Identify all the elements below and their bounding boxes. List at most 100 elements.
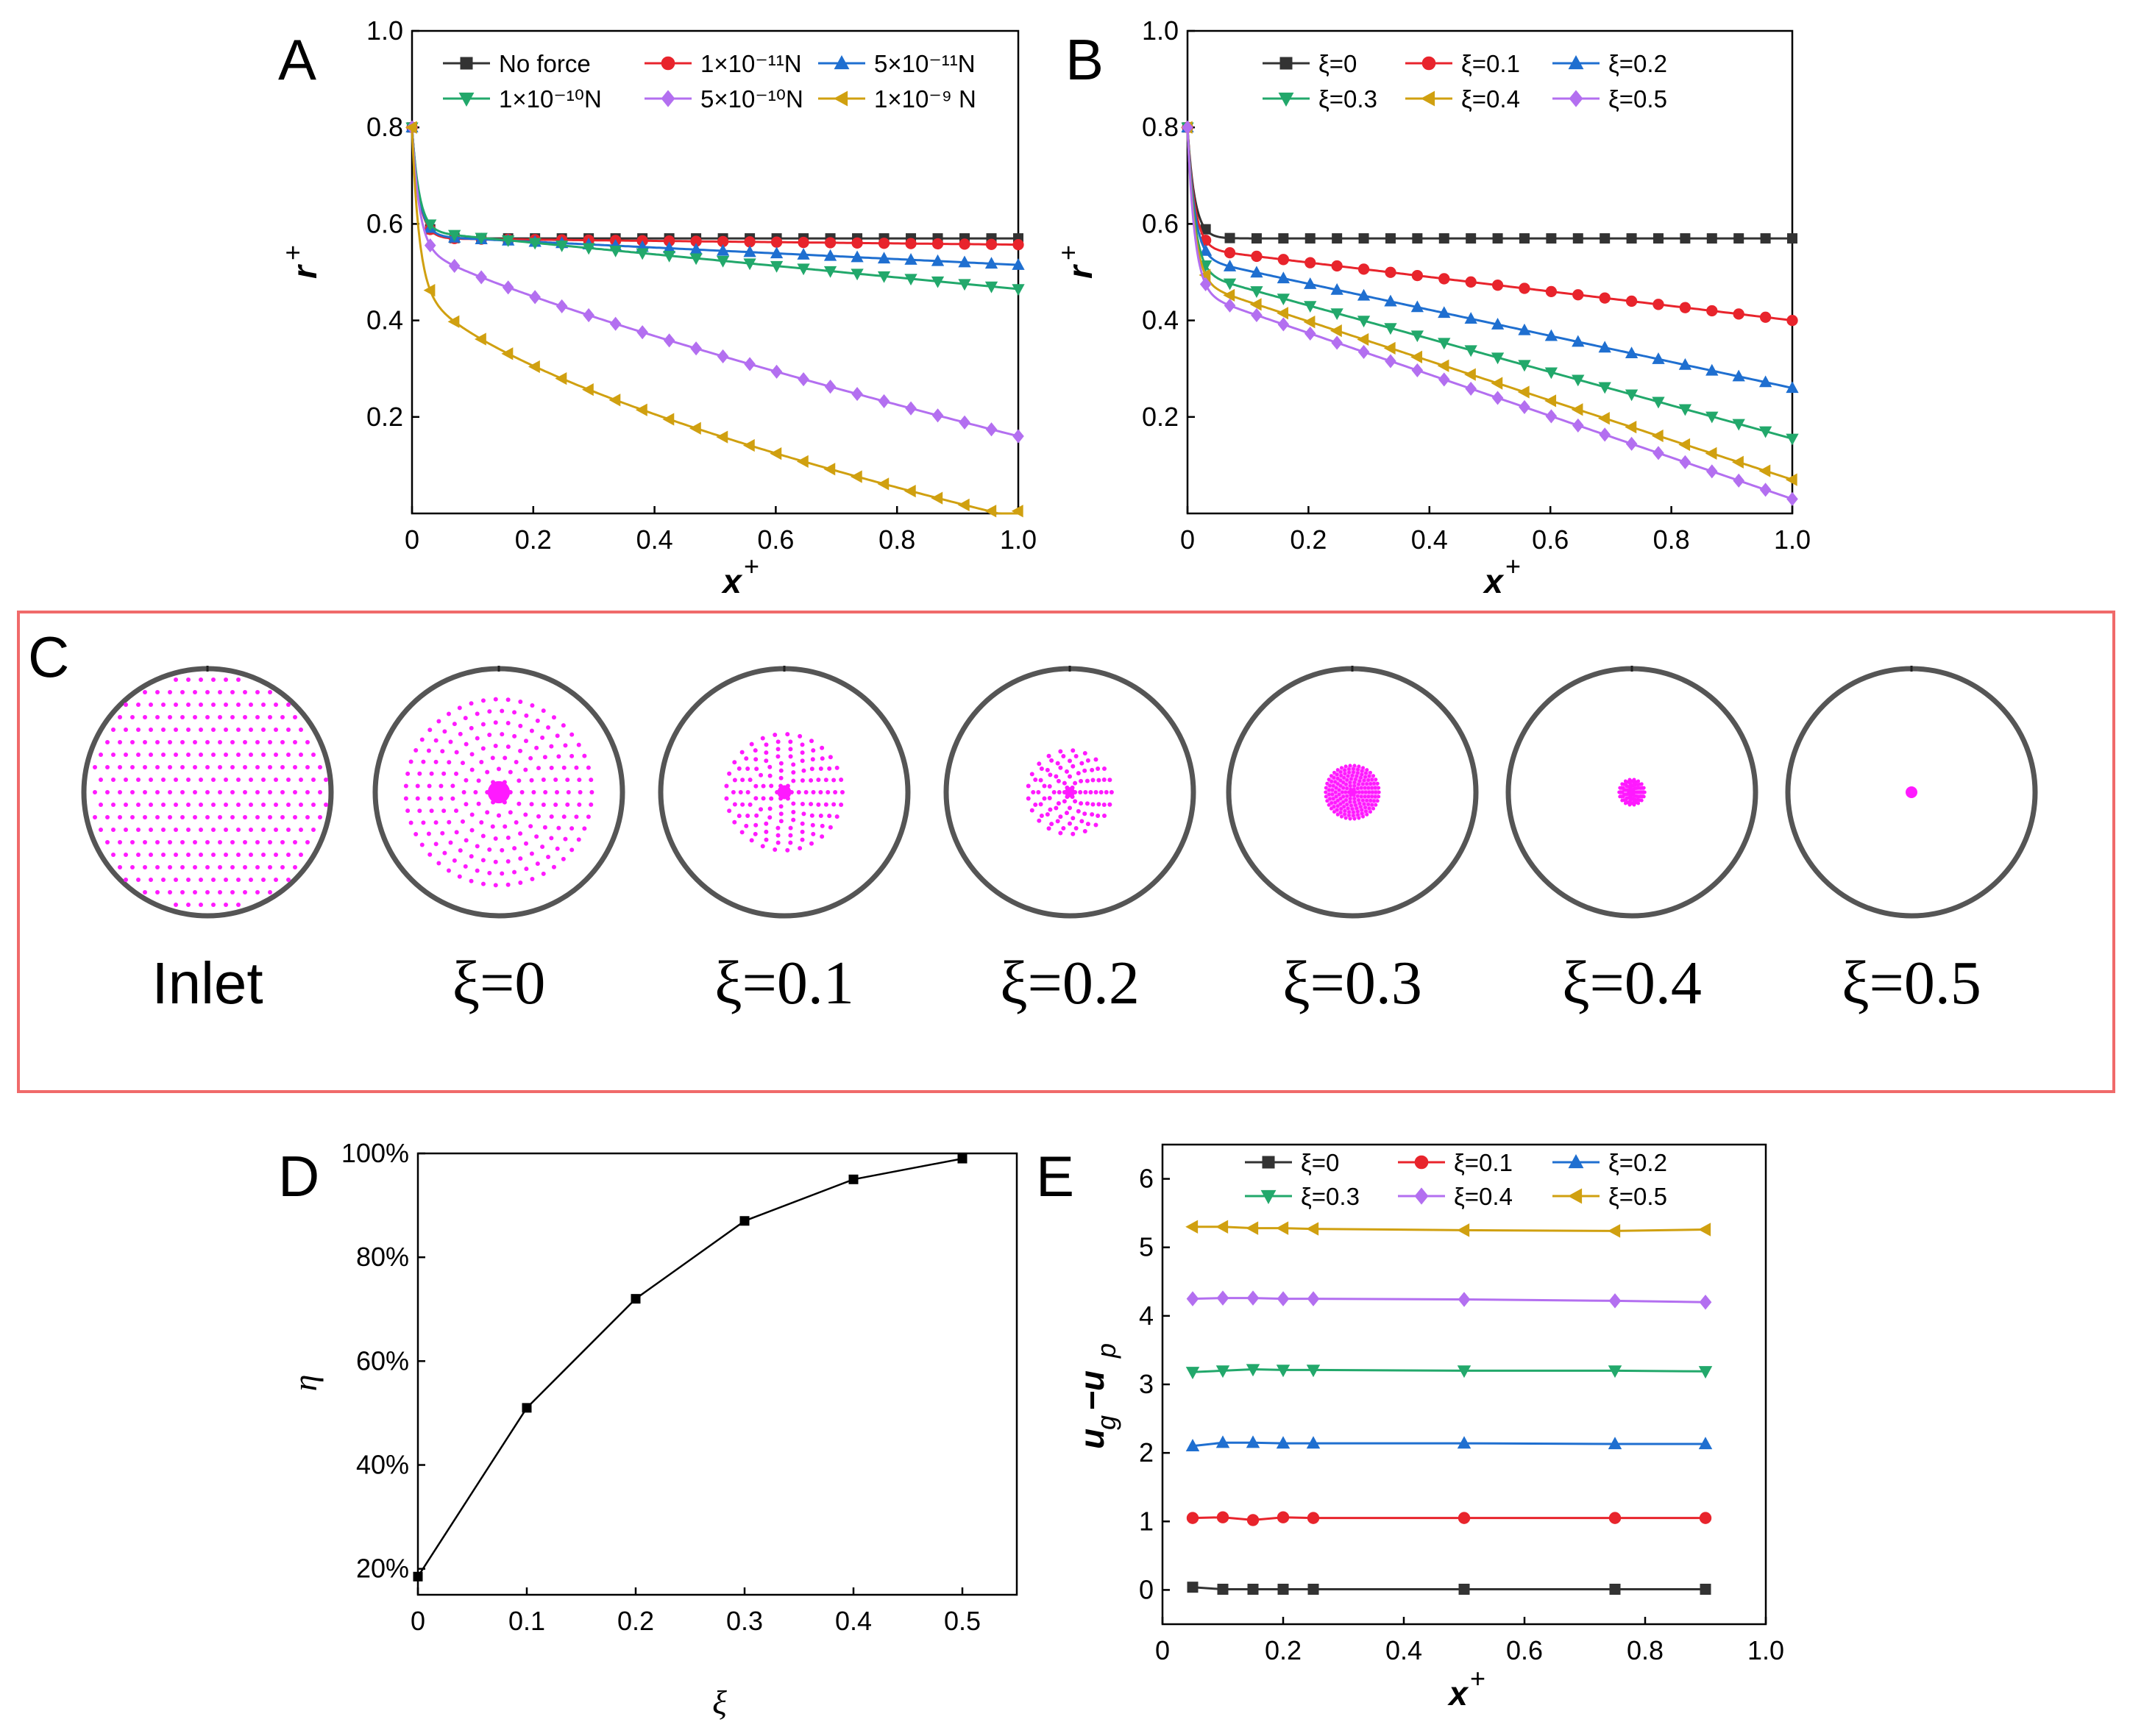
particle [186, 878, 191, 882]
particle [293, 765, 297, 769]
particle [186, 728, 191, 732]
data-point [1705, 411, 1719, 424]
particle [491, 780, 496, 785]
y-tick-label: 1.0 [366, 15, 403, 46]
particle [542, 755, 547, 760]
data-point [1185, 1439, 1200, 1451]
particle [311, 803, 316, 807]
y-tick-label: 0.4 [366, 305, 403, 335]
data-point [958, 279, 971, 291]
x-axis-title-sup: + [744, 551, 759, 581]
data-point [1304, 277, 1317, 289]
particle [243, 715, 247, 719]
cross-section: ξ=0 [372, 666, 625, 1017]
particle [1037, 818, 1042, 823]
particle [143, 690, 147, 694]
data-point [1410, 300, 1424, 313]
cross-section: ξ=0.4 [1505, 666, 1758, 1017]
data-point [1246, 1514, 1260, 1526]
particle [186, 853, 191, 857]
particle [436, 719, 441, 724]
data-point [1544, 367, 1558, 380]
data-point [878, 394, 890, 408]
series-line [1192, 1586, 1705, 1590]
particle [261, 728, 266, 732]
particle [448, 739, 453, 744]
data-point [1216, 1290, 1229, 1306]
particle [136, 753, 141, 757]
particle [243, 815, 247, 819]
particle [161, 728, 166, 732]
particle [463, 716, 468, 721]
particle [1073, 780, 1078, 786]
particle [243, 840, 247, 844]
particle [800, 802, 805, 807]
data-point [904, 484, 916, 498]
y-tick-label: 5 [1139, 1232, 1154, 1262]
x-axis-title-sup: + [1470, 1663, 1485, 1693]
data-point [1011, 505, 1023, 518]
particle [193, 740, 197, 744]
particle [800, 758, 805, 764]
data-point [1759, 311, 1772, 323]
data-point [528, 238, 542, 250]
data-point [1698, 1223, 1711, 1237]
data-point [1457, 1223, 1470, 1237]
data-point [1626, 233, 1637, 244]
x-tick-label: 0.6 [757, 524, 794, 555]
particle [818, 766, 823, 771]
particle [168, 790, 172, 794]
data-point [1732, 369, 1745, 382]
particle [1029, 772, 1034, 777]
particle [1107, 778, 1112, 783]
particle [261, 828, 266, 832]
particle [791, 817, 796, 822]
particle [211, 778, 216, 782]
data-point [1625, 389, 1639, 402]
data-point [1186, 1512, 1199, 1524]
y-tick-label: 0.8 [366, 112, 403, 142]
data-point [1223, 288, 1235, 302]
particle [480, 746, 486, 751]
particle [731, 790, 736, 794]
panel-c-frame [17, 611, 2115, 1093]
y-tick-label: 60% [356, 1345, 409, 1376]
particle [99, 778, 103, 782]
particle [305, 790, 310, 794]
data-point [1698, 1437, 1713, 1450]
data-point [1277, 307, 1289, 320]
particle [473, 790, 478, 794]
data-point [716, 255, 730, 268]
cross-section: Inlet [81, 666, 334, 1016]
particle [464, 838, 469, 843]
particle [230, 840, 235, 844]
particle [421, 759, 426, 764]
legend-entry: ξ=0 [1301, 1149, 1339, 1176]
data-point [1304, 257, 1316, 268]
particle [563, 743, 568, 748]
particle [1048, 772, 1053, 778]
particle [280, 765, 285, 769]
particle [174, 803, 178, 807]
particle [561, 723, 566, 728]
data-point [689, 421, 701, 435]
particle [523, 812, 528, 817]
particle [261, 778, 266, 782]
data-point [424, 238, 436, 253]
data-point [1357, 316, 1371, 328]
series-line [411, 127, 1019, 438]
particle [810, 822, 815, 828]
data-point [1652, 446, 1664, 460]
data-point [1608, 1224, 1621, 1238]
particle [493, 836, 498, 842]
particle [493, 720, 498, 725]
particle [512, 733, 517, 739]
particle [502, 800, 507, 805]
data-point [581, 383, 594, 396]
particle [1071, 831, 1076, 836]
particle [436, 861, 441, 866]
particle [454, 750, 459, 755]
particle [205, 815, 210, 819]
y-tick-label: 80% [356, 1242, 409, 1272]
particle [827, 814, 832, 819]
